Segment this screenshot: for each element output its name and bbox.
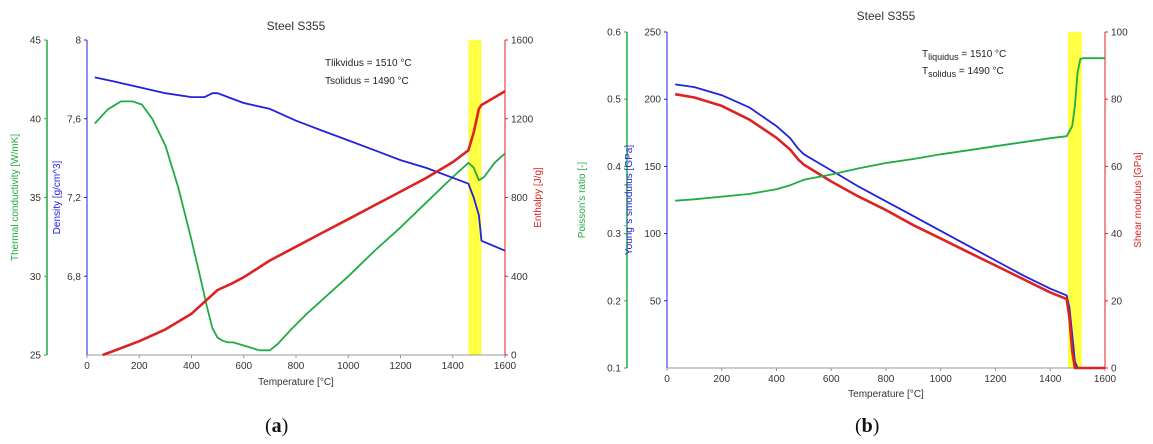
x-tick-label-a: 1000 bbox=[337, 361, 360, 372]
right-y-tick-label-b: 100 bbox=[1111, 28, 1128, 39]
x-tick-label-a: 1200 bbox=[389, 361, 412, 372]
right-y-tick-label-a: 400 bbox=[511, 272, 528, 283]
chart-title-a: Steel S355 bbox=[267, 19, 326, 33]
right-y-axis-label-a: Enthalpy [J/g] bbox=[533, 167, 544, 228]
left-y-axis-label-a: Density [g/cm^3] bbox=[52, 160, 63, 234]
right-y-tick-label-b: 60 bbox=[1111, 162, 1123, 173]
chart-title-b: Steel S355 bbox=[857, 9, 916, 23]
series-line-right-b bbox=[674, 92, 1105, 370]
x-tick-label-b: 400 bbox=[768, 374, 785, 385]
panel-label-a: (a) bbox=[265, 415, 289, 437]
right-y-tick-label-b: 0 bbox=[1111, 364, 1117, 375]
x-tick-label-b: 0 bbox=[664, 374, 670, 385]
panel-label-b: (b) bbox=[855, 415, 880, 437]
x-tick-label-b: 200 bbox=[713, 374, 730, 385]
melting-band-b bbox=[1068, 32, 1082, 368]
outer-y-tick-label-a: 25 bbox=[30, 351, 42, 362]
right-y-tick-label-b: 80 bbox=[1111, 95, 1123, 106]
outer-y-axis-label-b: Poisson's ratio [-] bbox=[577, 162, 588, 239]
x-tick-label-b: 1000 bbox=[930, 374, 953, 385]
right-y-tick-label-a: 800 bbox=[511, 193, 528, 204]
series-line-outer_left-b bbox=[675, 57, 1105, 202]
left-y-tick-label-b: 200 bbox=[644, 95, 661, 106]
left-y-tick-label-b: 50 bbox=[650, 296, 662, 307]
x-tick-label-a: 200 bbox=[131, 361, 148, 372]
x-tick-label-a: 600 bbox=[235, 361, 252, 372]
left-y-axis-label-b: Young´s smodulus [GPa] bbox=[623, 145, 635, 255]
x-tick-label-a: 800 bbox=[288, 361, 305, 372]
right-y-tick-label-a: 1200 bbox=[511, 114, 534, 125]
left-y-tick-label-b: 250 bbox=[644, 28, 661, 39]
x-tick-label-a: 1400 bbox=[442, 361, 465, 372]
x-tick-label-b: 800 bbox=[878, 374, 895, 385]
melting-band-a bbox=[468, 40, 482, 355]
outer-y-tick-label-b: 0.6 bbox=[607, 28, 621, 39]
left-y-tick-label-b: 100 bbox=[644, 229, 661, 240]
right-y-axis-label-b: Shear modulus [GPa] bbox=[1133, 152, 1144, 248]
annotation-a: Tsolidus = 1490 °C bbox=[325, 76, 409, 87]
annotation-b: Tsolidus = 1490 °C bbox=[922, 66, 1004, 79]
outer-y-tick-label-b: 0.5 bbox=[607, 95, 621, 106]
right-y-tick-label-b: 40 bbox=[1111, 229, 1123, 240]
outer-y-tick-label-b: 0.3 bbox=[607, 229, 621, 240]
outer-y-tick-label-a: 40 bbox=[30, 114, 42, 125]
right-y-tick-label-a: 1600 bbox=[511, 36, 534, 47]
series-line-right-a bbox=[102, 90, 506, 357]
outer-y-tick-label-a: 35 bbox=[30, 193, 42, 204]
left-y-tick-label-a: 7,6 bbox=[67, 114, 81, 125]
outer-y-tick-label-b: 0.1 bbox=[607, 364, 621, 375]
series-line-left-b bbox=[675, 83, 1079, 369]
x-tick-label-b: 1400 bbox=[1039, 374, 1062, 385]
outer-y-tick-label-a: 45 bbox=[30, 36, 42, 47]
left-y-tick-label-a: 6,8 bbox=[67, 272, 81, 283]
x-tick-label-a: 400 bbox=[183, 361, 200, 372]
right-y-tick-label-b: 20 bbox=[1111, 296, 1123, 307]
x-tick-label-b: 1600 bbox=[1094, 374, 1117, 385]
x-axis-label-b: Temperature [°C] bbox=[848, 389, 924, 400]
x-tick-label-a: 1600 bbox=[494, 361, 517, 372]
right-y-tick-label-a: 0 bbox=[511, 351, 517, 362]
outer-y-axis-label-a: Thermal conductivity [W/mK] bbox=[10, 134, 21, 261]
series-line-outer_left-a bbox=[94, 100, 506, 352]
outer-y-tick-label-b: 0.2 bbox=[607, 296, 621, 307]
outer-y-tick-label-b: 0.4 bbox=[607, 162, 621, 173]
series-line-left-a bbox=[94, 76, 506, 252]
left-y-tick-label-a: 7,2 bbox=[67, 193, 81, 204]
annotation-b: Tliquidus = 1510 °C bbox=[922, 49, 1006, 62]
outer-y-tick-label-a: 30 bbox=[30, 272, 42, 283]
x-tick-label-b: 600 bbox=[823, 374, 840, 385]
x-tick-label-a: 0 bbox=[84, 361, 90, 372]
x-tick-label-b: 1200 bbox=[984, 374, 1007, 385]
x-axis-label-a: Temperature [°C] bbox=[258, 377, 334, 388]
left-y-tick-label-b: 150 bbox=[644, 162, 661, 173]
left-y-tick-label-a: 8 bbox=[75, 36, 81, 47]
annotation-a: Tlikvidus = 1510 °C bbox=[325, 58, 412, 69]
